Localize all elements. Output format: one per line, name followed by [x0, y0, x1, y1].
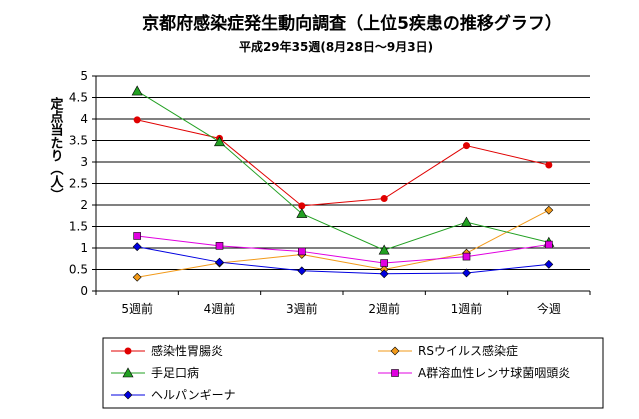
legend-box — [102, 337, 604, 409]
series-3 — [133, 232, 553, 267]
data-point — [133, 232, 141, 240]
data-point — [132, 272, 142, 282]
data-point — [215, 242, 224, 250]
legend-label: 感染性胃腸炎 — [151, 343, 223, 358]
x-tick-label: 2週前 — [368, 301, 400, 316]
chart-subtitle: 平成29年35週(8月28日～9月3日) — [239, 39, 433, 54]
data-point — [215, 257, 224, 267]
legend-item: RSウイルス感染症 — [378, 343, 518, 358]
data-point — [544, 205, 554, 215]
chart-title: 京都府感染症発生動向調査（上位5疾患の推移グラフ） — [142, 13, 562, 34]
series-line — [137, 235, 549, 264]
legend-item: 手足口病 — [111, 365, 199, 380]
data-point — [298, 202, 306, 210]
series-2 — [131, 85, 555, 255]
x-tick-label: 今週 — [537, 301, 561, 316]
data-point — [378, 244, 390, 255]
data-point — [133, 116, 141, 124]
legend-label: 手足口病 — [151, 365, 199, 380]
y-axis-label: 定点当たり（人） — [48, 96, 65, 201]
legend-item: A群溶血性レンサ球菌咽頭炎 — [378, 365, 570, 380]
y-tick-label: 3.5 — [69, 134, 88, 148]
data-point — [545, 240, 553, 249]
x-tick-label: 5週前 — [121, 301, 153, 316]
series-line — [137, 246, 549, 275]
data-point — [132, 242, 142, 252]
y-tick-label: 0.5 — [69, 263, 88, 277]
y-tick-label: 5 — [80, 69, 88, 83]
legend-label: ヘルパンギーナ — [151, 388, 236, 402]
data-point — [462, 252, 471, 261]
data-point — [379, 269, 389, 279]
data-point — [298, 247, 306, 256]
legend-swatch-marker — [124, 347, 132, 355]
legend-swatch-marker — [123, 390, 133, 400]
series-line — [137, 209, 550, 278]
x-tick-label: 1週前 — [451, 301, 483, 316]
y-tick-label: 2 — [80, 198, 88, 212]
legend-item: 感染性胃腸炎 — [111, 343, 223, 358]
y-tick-label: 1.5 — [69, 220, 88, 234]
data-point — [462, 268, 471, 278]
legend-swatch-marker — [390, 346, 400, 356]
y-tick-label: 0 — [80, 284, 88, 298]
y-tick-label: 2.5 — [69, 177, 88, 191]
y-tick-label: 1 — [80, 241, 88, 255]
legend-swatch-marker — [122, 367, 134, 378]
legend-item: ヘルパンギーナ — [111, 388, 236, 402]
series-4 — [132, 242, 554, 279]
data-series — [131, 85, 555, 282]
data-point — [296, 207, 308, 218]
data-point — [463, 142, 470, 150]
legend-label: RSウイルス感染症 — [418, 343, 518, 358]
y-tick-label: 4 — [80, 112, 88, 126]
data-point — [297, 266, 307, 276]
y-tick-labels: 0 0.5 1 1.5 2 2.5 3 3.5 4 4.5 5 — [69, 69, 88, 298]
legend-label: A群溶血性レンサ球菌咽頭炎 — [418, 365, 570, 380]
series-line — [137, 119, 549, 207]
y-tick-label: 4.5 — [69, 91, 88, 105]
data-point — [131, 85, 143, 96]
data-point — [213, 136, 226, 147]
data-point — [460, 216, 473, 227]
data-point — [380, 259, 388, 267]
series-line — [136, 90, 549, 251]
data-point — [545, 161, 553, 169]
x-tick-labels: 5週前 4週前 3週前 2週前 1週前 今週 — [121, 301, 560, 316]
x-tick-label: 4週前 — [204, 301, 236, 316]
axes — [95, 76, 591, 295]
data-point — [544, 259, 554, 269]
gridlines — [92, 75, 590, 292]
y-tick-label: 3 — [80, 155, 88, 169]
legend-swatch-marker — [391, 369, 399, 377]
data-point — [380, 195, 388, 203]
series-0 — [133, 116, 553, 210]
x-tick-label: 3週前 — [286, 301, 318, 316]
